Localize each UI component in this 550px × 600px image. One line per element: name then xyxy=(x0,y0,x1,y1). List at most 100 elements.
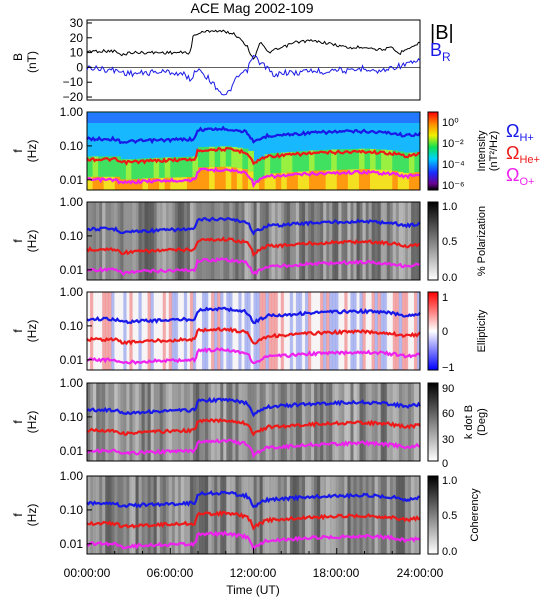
spectrogram-stripe xyxy=(413,202,418,280)
spectrogram-stripe xyxy=(141,292,145,370)
spectrogram-stripe xyxy=(314,476,318,554)
y-tick-label: 1.00 xyxy=(60,376,84,390)
spectrogram-stripe xyxy=(271,476,276,554)
spectrogram-stripe xyxy=(217,202,221,280)
spectrogram-stripe xyxy=(359,476,363,554)
y-label-bottom: (nT) xyxy=(25,51,39,73)
series-radial-field xyxy=(86,54,421,96)
spectrogram-stripe xyxy=(298,292,303,370)
intensity-cell xyxy=(209,146,216,168)
spectrogram-stripe xyxy=(132,476,136,554)
spectrogram-stripe xyxy=(280,383,285,461)
spectrogram-stripe xyxy=(211,383,215,461)
spectrogram-stripe xyxy=(386,476,391,554)
spectrogram-stripe xyxy=(416,292,421,370)
spectrogram-stripe xyxy=(171,292,176,370)
spectrogram-stripe xyxy=(262,202,267,280)
spectrogram-stripe xyxy=(189,383,194,461)
line-h-plus xyxy=(86,306,421,325)
spectrogram-stripe xyxy=(362,476,366,554)
spectrogram-stripe xyxy=(292,476,297,554)
spectrogram-stripe xyxy=(338,383,342,461)
spectrogram-stripe xyxy=(371,292,375,370)
spectrogram-stripe xyxy=(108,202,112,280)
spectrogram-stripe xyxy=(259,292,263,370)
spectrogram-stripe xyxy=(147,476,151,554)
intensity-cell xyxy=(325,169,332,190)
spectrogram-stripe xyxy=(332,202,336,280)
line-he-plus xyxy=(86,146,421,166)
spectrogram-stripe xyxy=(377,292,382,370)
colorbar-tick: 1.0 xyxy=(442,475,457,487)
intensity-cell xyxy=(192,156,199,177)
spectrogram-stripe xyxy=(183,202,188,280)
spectrogram-stripe xyxy=(320,202,324,280)
spectrogram-stripe xyxy=(105,292,109,370)
spectrogram-stripe xyxy=(111,476,115,554)
spectrogram-stripe xyxy=(362,383,366,461)
spectrogram-stripe xyxy=(386,292,391,370)
spectrogram-stripe xyxy=(286,383,291,461)
spectrogram-stripe xyxy=(244,476,248,554)
spectrogram-stripe xyxy=(289,383,294,461)
spectrogram-stripe xyxy=(404,476,409,554)
x-axis-ticks xyxy=(86,548,421,554)
spectrogram-stripe xyxy=(189,202,194,280)
colorbar-tick: 90 xyxy=(442,383,454,395)
spectrogram-stripe xyxy=(183,383,188,461)
spectrogram-stripe xyxy=(395,476,400,554)
spectrogram-stripe xyxy=(189,292,194,370)
spectrogram-stripe xyxy=(90,202,94,280)
gyrofrequency-lines xyxy=(86,396,421,459)
spectrogram-stripe xyxy=(380,476,385,554)
y-label-top: B xyxy=(11,53,25,61)
intensity-cell xyxy=(92,175,99,190)
spectrogram-stripe xyxy=(135,383,139,461)
spectrogram-stripe xyxy=(96,476,100,554)
intensity-cell xyxy=(214,165,221,190)
spectrogram-stripe xyxy=(253,202,257,280)
colorbar-tick: 0.5 xyxy=(442,236,457,248)
intensity-cell xyxy=(109,175,116,190)
y-tick-label: 0 xyxy=(76,60,83,74)
spectrogram-stripe xyxy=(153,476,158,554)
spectrogram-stripe xyxy=(180,292,185,370)
spectrogram-stripe xyxy=(311,292,315,370)
intensity-cell xyxy=(309,169,316,190)
spectrogram-stripe xyxy=(150,202,154,280)
intensity-cell xyxy=(386,150,393,171)
intensity-cell xyxy=(270,152,277,174)
spectrogram-stripe xyxy=(265,383,270,461)
intensity-cell xyxy=(231,166,238,190)
spectrogram-stripe xyxy=(286,476,291,554)
colorbar-label: (Deg) xyxy=(476,408,488,436)
spectrogram-stripe xyxy=(398,292,403,370)
spectrogram-stripe xyxy=(153,202,158,280)
spectrogram-stripe xyxy=(395,202,400,280)
panel-frame xyxy=(86,19,421,101)
y-tick-label: 1.00 xyxy=(60,469,84,483)
spectrogram-stripe xyxy=(398,202,403,280)
spectrogram-stripe xyxy=(192,476,197,554)
intensity-cell xyxy=(186,156,193,178)
spectrogram-stripe xyxy=(99,383,103,461)
intensity-cell xyxy=(175,176,182,190)
spectrogram-stripe xyxy=(147,292,151,370)
spectrogram-stripe xyxy=(295,476,300,554)
spectrogram-stripe xyxy=(96,202,100,280)
spectrogram-stripe xyxy=(374,476,379,554)
spectrogram-stripe xyxy=(280,202,285,280)
colorbar-label: % Polarization xyxy=(476,206,488,276)
spectrogram-stripe xyxy=(244,292,248,370)
y-ticks: 1.00 0.10 0.01 xyxy=(60,285,92,367)
intensity-cell xyxy=(92,156,99,177)
spectrogram-stripe xyxy=(301,383,306,461)
intensity-cell xyxy=(164,176,171,190)
intensity-cell xyxy=(408,172,415,190)
omega-glyph: Ω xyxy=(506,121,519,141)
spectrogram-stripe xyxy=(259,383,263,461)
intensity-cell xyxy=(242,148,249,170)
panel-coherency: 1.00 0.10 0.01 f (Hz) 1.0 0.5 0.0 Coherenc… xyxy=(11,469,481,558)
intensity-cell xyxy=(170,157,177,178)
